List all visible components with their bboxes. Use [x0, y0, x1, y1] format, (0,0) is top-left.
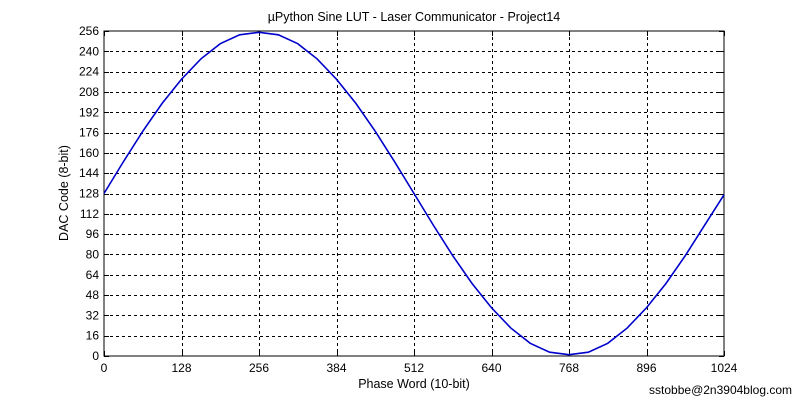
y-tick-label: 240: [79, 44, 99, 58]
y-tick-label: 16: [86, 329, 100, 343]
y-tick-label: 256: [79, 24, 99, 38]
y-tick-labels: 0 16 32 48 64 80 96 112 128 144 160 176 192 208 224 240…: [79, 24, 99, 363]
y-tick-label: 208: [79, 85, 99, 99]
x-tick-label: 384: [326, 361, 346, 375]
y-tick-label: 32: [86, 308, 100, 322]
grid-lines: [104, 31, 724, 356]
y-tick-label: 128: [79, 187, 99, 201]
sine-series-line: [103, 31, 725, 356]
x-tick-label: 256: [249, 361, 269, 375]
x-tick-label: 768: [559, 361, 579, 375]
y-tick-label: 192: [79, 105, 99, 119]
y-tick-label: 144: [79, 166, 99, 180]
y-axis-label: DAC Code (8-bit): [57, 145, 71, 241]
author-credit: sstobbe@2n3904blog.com: [649, 383, 792, 397]
y-tick-label: 64: [86, 268, 100, 282]
y-tick-label: 112: [80, 207, 99, 221]
y-tick-label: 0: [92, 349, 99, 363]
y-tick-label: 224: [79, 65, 99, 79]
y-tick-label: 80: [86, 247, 100, 261]
x-tick-label: 1024: [711, 361, 738, 375]
x-tick-label: 512: [404, 361, 424, 375]
x-tick-labels: 0 128 256 384 512 640 768 896 1024: [101, 361, 738, 375]
y-tick-label: 48: [86, 288, 100, 302]
chart-title: µPython Sine LUT - Laser Communicator - …: [268, 10, 561, 24]
x-tick-label: 128: [171, 361, 191, 375]
y-tick-label: 160: [79, 146, 99, 160]
x-tick-label: 0: [101, 361, 108, 375]
y-tick-label: 96: [86, 227, 100, 241]
y-tick-label: 176: [79, 126, 99, 140]
x-tick-label: 640: [481, 361, 501, 375]
x-axis-label: Phase Word (10-bit): [358, 377, 470, 391]
axis-ticks: [104, 31, 725, 357]
x-tick-label: 896: [636, 361, 656, 375]
